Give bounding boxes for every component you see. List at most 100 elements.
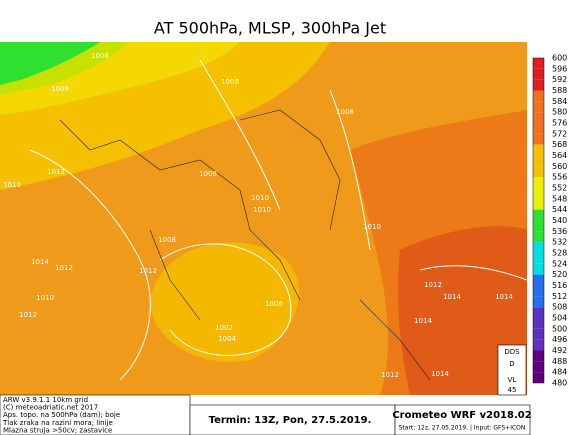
colorbar-label: 480 <box>552 379 567 388</box>
station-label: DDS <box>504 348 520 356</box>
colorbar-cell <box>533 209 544 221</box>
isobar-label: 1014 <box>495 293 513 301</box>
colorbar-cell <box>533 361 544 373</box>
isobar-label: 1012 <box>19 311 37 319</box>
colorbar-label: 484 <box>552 368 567 377</box>
colorbar-label: 548 <box>552 194 567 203</box>
isobar-label: 1008 <box>336 108 354 116</box>
isobar-label: 1014 <box>443 293 461 301</box>
station-label: VL <box>508 376 517 384</box>
colorbar-label: 496 <box>552 335 567 344</box>
isobar-label: 1006 <box>265 300 283 308</box>
isobar-label: 1014 <box>31 258 49 266</box>
colorbar-cell <box>533 231 544 243</box>
colorbar-label: 532 <box>552 238 567 247</box>
region <box>150 242 299 362</box>
colorbar-label: 568 <box>552 140 567 149</box>
colorbar-label: 600 <box>552 54 567 63</box>
colorbar-label: 552 <box>552 184 567 193</box>
colorbar-label: 544 <box>552 205 567 214</box>
colorbar-label: 500 <box>552 324 567 333</box>
isobar-label: 1010 <box>251 194 269 202</box>
colorbar-cell <box>533 350 544 362</box>
station-box <box>497 344 527 396</box>
colorbar-cell <box>533 318 544 329</box>
colorbar-cell <box>533 328 544 340</box>
isobar-label: 1012 <box>381 371 399 379</box>
colorbar-outline <box>532 57 545 384</box>
colorbar-cell <box>533 263 544 275</box>
colorbar-cell <box>533 101 544 113</box>
footer-left <box>0 394 191 435</box>
colorbar-cell <box>533 198 544 210</box>
colorbar-cell <box>533 68 544 80</box>
colorbar-label: 492 <box>552 346 567 355</box>
isobar-label: 1008 <box>199 170 217 178</box>
colorbar-cell <box>533 285 544 297</box>
footer-line: Tlak zraka na razini mora; linije <box>2 419 113 427</box>
region <box>0 42 100 85</box>
colorbar-cell <box>533 372 544 383</box>
start: Start: 12z, 27.05.2019. | Input: GFS+ICO… <box>399 425 526 432</box>
colorbar-cell <box>533 166 544 178</box>
isobar-label: 1012 <box>424 281 442 289</box>
isobar-label: 1010 <box>3 181 21 189</box>
station-label: 45 <box>508 386 517 394</box>
isobar-label: 1014 <box>431 370 449 378</box>
isobar-label: 1006 <box>91 52 109 60</box>
colorbar-cell <box>533 58 544 69</box>
colorbar-label: 556 <box>552 173 567 182</box>
colorbar-cell <box>533 79 544 91</box>
colorbar-label: 560 <box>552 162 567 171</box>
colorbar-cell <box>533 253 544 264</box>
colorbar-label: 584 <box>552 97 567 106</box>
isobar-label: 1004 <box>218 335 236 343</box>
colorbar-label: 516 <box>552 281 567 290</box>
colorbar-cell <box>533 274 544 286</box>
isobar-label: 1012 <box>55 264 73 272</box>
footer-line: ARW v3.9.1.1 10km grid <box>3 396 88 404</box>
colorbar-cell <box>533 220 544 232</box>
isobar-label: 1008 <box>221 78 239 86</box>
colorbar-cell <box>533 188 544 199</box>
isobar-label: 1012 <box>139 267 157 275</box>
colorbar-cell <box>533 112 544 123</box>
colorbar-cell <box>533 307 544 318</box>
product: Crometeo WRF v2018.02 <box>392 410 531 421</box>
colorbar-cell <box>533 177 544 188</box>
term: Termin: 13Z, Pon, 27.5.2019. <box>209 415 372 426</box>
colorbar-cell <box>533 133 544 145</box>
footer-line: Aps. topo. na 500hPa (dam); boje <box>3 411 120 419</box>
isobar-label: 1010 <box>253 206 271 214</box>
colorbar-cell <box>533 242 544 253</box>
colorbar-label: 596 <box>552 64 567 73</box>
isobar-label: 1008 <box>51 85 69 93</box>
colorbar-label: 528 <box>552 249 567 258</box>
colorbar-label: 580 <box>552 108 567 117</box>
colorbar-cell <box>533 155 544 167</box>
isobar-label: 1012 <box>47 168 65 176</box>
colorbar-label: 564 <box>552 151 567 160</box>
colorbar-label: 592 <box>552 75 567 84</box>
colorbar-cell <box>533 90 544 102</box>
colorbar-cell <box>533 339 544 351</box>
colorbar-label: 524 <box>552 259 567 268</box>
colorbar-label: 588 <box>552 86 567 95</box>
isobar-label: 1014 <box>414 317 432 325</box>
station-label: D <box>509 360 514 368</box>
isobar-label: 1010 <box>363 223 381 231</box>
isobar-label: 1010 <box>36 294 54 302</box>
isobar-label: 1008 <box>158 236 176 244</box>
colorbar-label: 540 <box>552 216 567 225</box>
colorbar-label: 520 <box>552 270 567 279</box>
title: AT 500hPa, MLSP, 300hPa Jet <box>154 19 386 38</box>
colorbar-label: 576 <box>552 119 567 128</box>
colorbar-label: 504 <box>552 314 567 323</box>
colorbar-label: 508 <box>552 303 567 312</box>
colorbar-cell <box>533 123 544 134</box>
colorbar: 6005965925885845805765725685645605565525… <box>532 54 567 388</box>
colorbar-label: 536 <box>552 227 567 236</box>
colorbar-cell <box>533 144 544 156</box>
footer-right <box>394 404 531 435</box>
